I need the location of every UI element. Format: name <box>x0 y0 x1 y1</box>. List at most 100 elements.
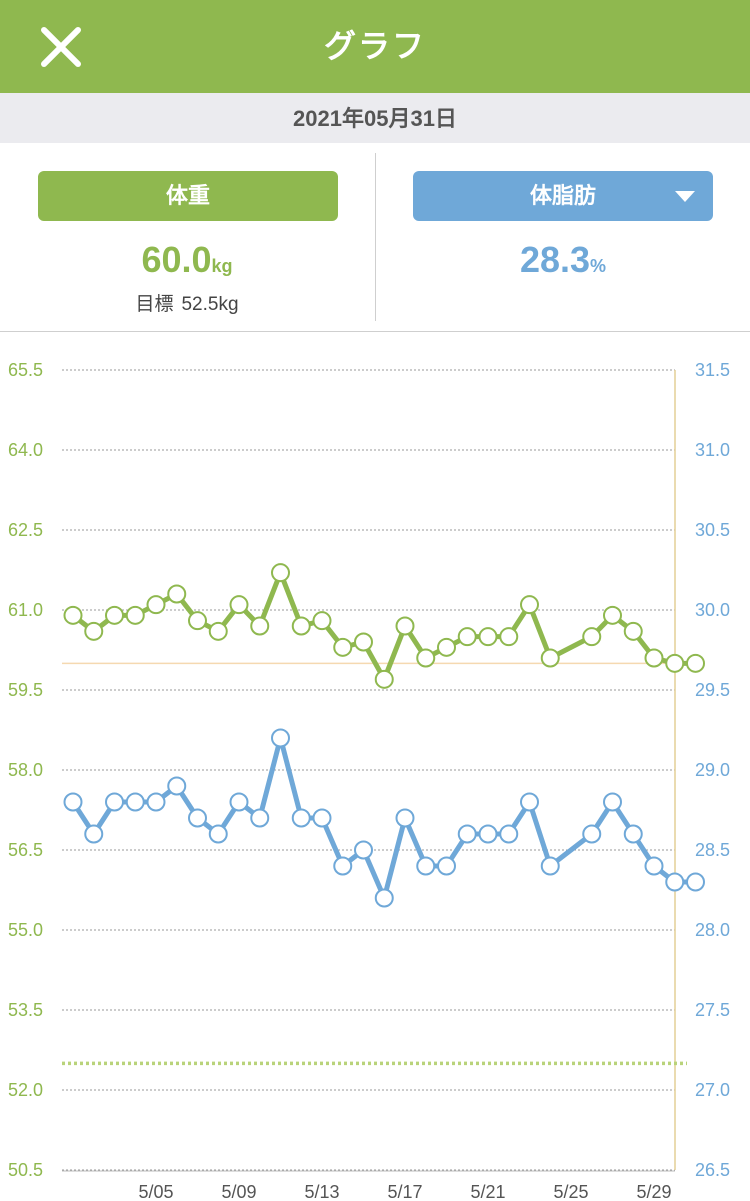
panel-divider <box>375 153 376 321</box>
body-fat-point <box>84 824 104 844</box>
y-left-tick-label: 65.5 <box>8 360 43 380</box>
y-left-tick-label: 53.5 <box>8 1000 43 1020</box>
weight-point <box>63 605 83 625</box>
weight-point <box>354 632 373 652</box>
weight-point <box>478 627 498 647</box>
weight-point <box>105 605 124 625</box>
header-bar: グラフ <box>0 0 750 93</box>
target-weight: 目標 52.5kg <box>0 289 374 316</box>
target-value: 52.5kg <box>181 294 239 315</box>
body-fat-point <box>603 792 622 812</box>
weight-point <box>686 653 705 673</box>
body-fat-series-line <box>70 735 698 901</box>
y-left-tick-label: 56.5 <box>8 840 43 860</box>
x-tick-label: 5/05 <box>138 1182 173 1201</box>
body-fat-point <box>395 808 415 828</box>
body-fat-point <box>416 856 436 876</box>
body-fat-point <box>105 792 124 812</box>
y-right-tick-label: 30.0 <box>695 600 730 620</box>
body-fat-point <box>520 792 539 812</box>
y-left-tick-label: 61.0 <box>8 600 43 620</box>
weight-point <box>271 563 290 583</box>
y-right-tick-label: 27.0 <box>695 1080 730 1100</box>
weight-panel: 体重 60.0kg 目標 52.5kg <box>0 143 374 331</box>
body-fat-point <box>457 824 477 844</box>
section-divider <box>0 331 750 332</box>
body-fat-point <box>540 856 560 876</box>
page-title: グラフ <box>323 28 426 64</box>
body-fat-dropdown[interactable]: 体脂肪 <box>413 171 713 221</box>
y-right-tick-label: 29.5 <box>695 680 730 700</box>
close-icon <box>41 27 81 67</box>
body-fat-point <box>167 776 187 796</box>
weight-point <box>665 653 685 673</box>
body-fat-point <box>271 728 290 748</box>
weight-point <box>437 637 456 657</box>
body-fat-point <box>686 872 705 892</box>
weight-point <box>457 627 477 647</box>
weight-point <box>146 595 166 615</box>
x-tick-label: 5/29 <box>636 1182 671 1201</box>
weight-point <box>84 621 104 641</box>
y-right-tick-label: 30.5 <box>695 520 730 540</box>
close-button[interactable] <box>32 20 90 74</box>
y-right-tick-label: 31.0 <box>695 440 730 460</box>
y-right-tick-label: 26.5 <box>695 1160 730 1180</box>
body-fat-point <box>146 792 166 812</box>
weight-point <box>229 595 249 615</box>
body-fat-point <box>665 872 685 892</box>
weight-point <box>125 605 145 625</box>
y-left-tick-label: 64.0 <box>8 440 43 460</box>
y-left-tick-label: 59.5 <box>8 680 43 700</box>
weight-point <box>582 627 602 647</box>
y-right-tick-label: 28.0 <box>695 920 730 940</box>
weight-point <box>623 621 643 641</box>
y-left-tick-label: 50.5 <box>8 1160 43 1180</box>
body-fat-point <box>478 824 498 844</box>
weight-value: 60.0kg <box>0 235 374 285</box>
body-fat-point <box>125 792 145 812</box>
body-fat-point <box>333 856 353 876</box>
body-fat-point <box>250 808 270 828</box>
weight-point <box>167 584 187 604</box>
target-label: 目標 <box>135 294 174 315</box>
weight-point <box>333 637 353 657</box>
caret-down-icon <box>675 191 695 202</box>
body-fat-point <box>291 808 311 828</box>
y-right-tick-label: 27.5 <box>695 1000 730 1020</box>
body-fat-point <box>63 792 83 812</box>
current-date: 2021年05月31日 <box>0 93 750 143</box>
y-left-tick-label: 62.5 <box>8 520 43 540</box>
body-fat-point <box>188 808 207 828</box>
weight-point <box>291 616 311 636</box>
fat-panel: 体脂肪 28.3% <box>376 143 750 331</box>
weight-point <box>188 611 207 631</box>
y-right-tick-label: 31.5 <box>695 360 730 380</box>
weight-point <box>208 621 228 641</box>
weight-point <box>416 648 436 668</box>
body-fat-point <box>582 824 602 844</box>
body-fat-label: 体脂肪 <box>529 183 596 208</box>
weight-point <box>644 648 664 668</box>
body-fat-point <box>499 824 519 844</box>
body-fat-point <box>312 808 332 828</box>
x-tick-label: 5/13 <box>304 1182 339 1201</box>
y-right-tick-label: 29.0 <box>695 760 730 780</box>
y-left-tick-label: 52.0 <box>8 1080 43 1100</box>
body-fat-point <box>644 856 664 876</box>
body-fat-value: 28.3% <box>376 235 750 285</box>
x-tick-label: 5/21 <box>470 1182 505 1201</box>
weight-number: 60.0 <box>141 239 212 280</box>
body-fat-number: 28.3 <box>519 239 591 280</box>
y-left-tick-label: 55.0 <box>8 920 43 940</box>
weight-button[interactable]: 体重 <box>38 171 338 221</box>
body-fat-point <box>623 824 643 844</box>
weight-unit: kg <box>211 256 233 276</box>
y-left-tick-label: 58.0 <box>8 760 43 780</box>
weight-point <box>374 669 394 689</box>
weight-point <box>250 616 270 636</box>
x-tick-label: 5/25 <box>553 1182 588 1201</box>
y-right-tick-label: 28.5 <box>695 840 730 860</box>
weight-fat-chart[interactable]: 65.5 64.0 62.5 61.0 59.5 58.0 56.5 55.0 53.5 52.0… <box>0 332 750 1201</box>
weight-point <box>499 627 519 647</box>
